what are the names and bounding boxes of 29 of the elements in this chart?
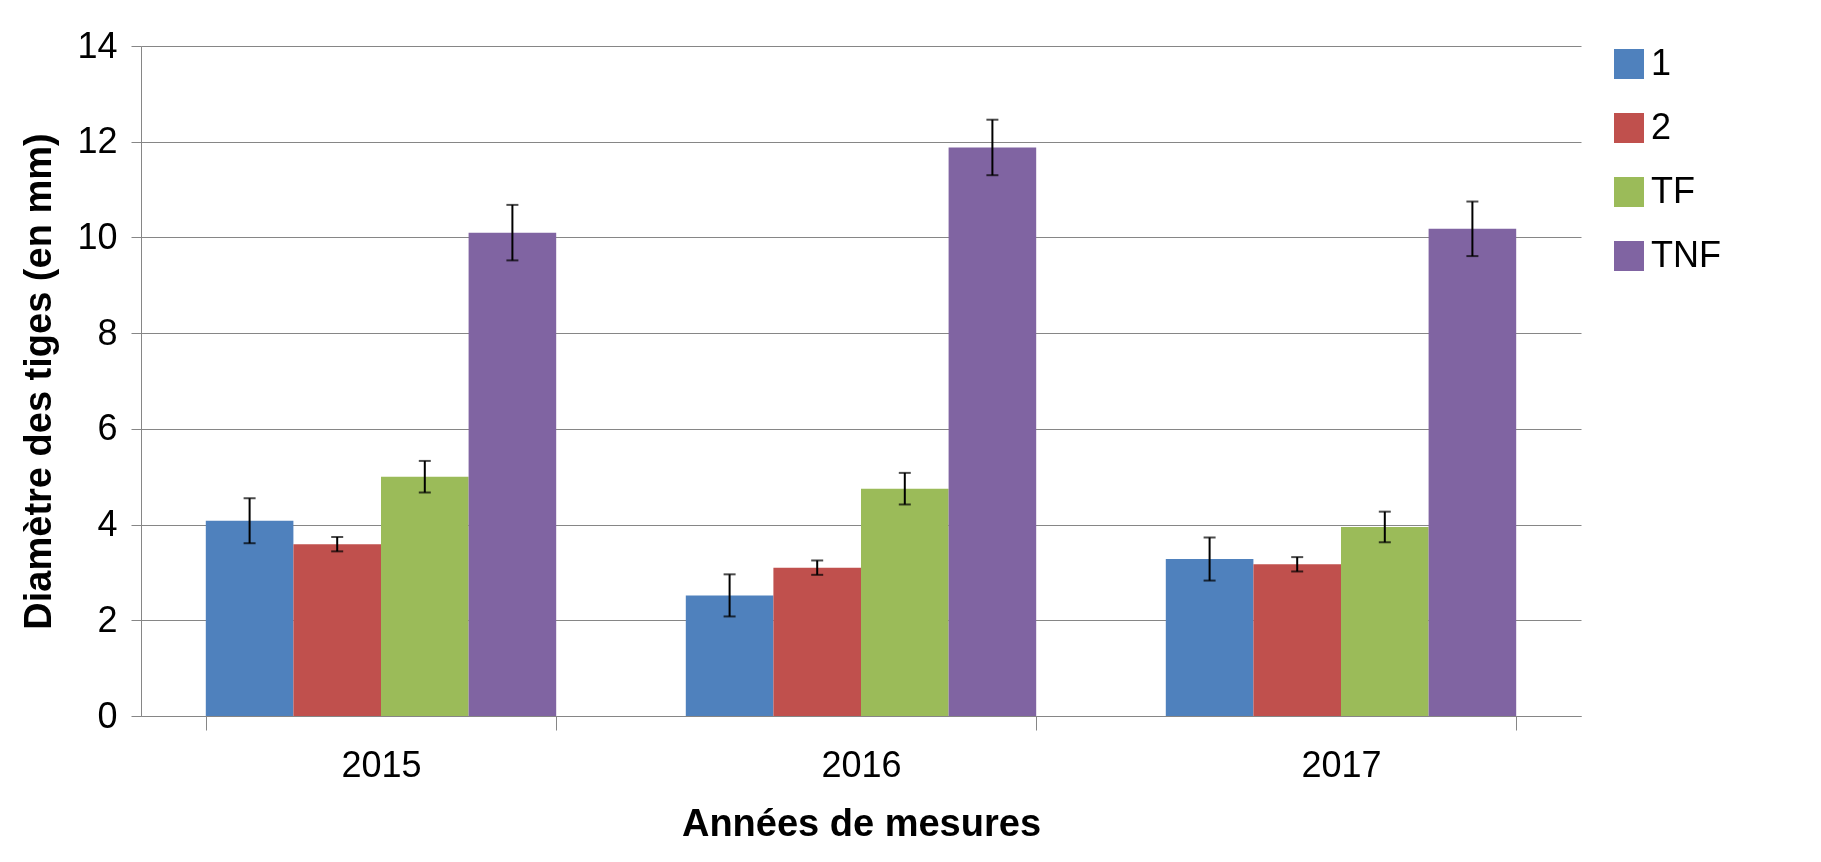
bar bbox=[205, 520, 294, 716]
bar bbox=[685, 595, 774, 716]
y-tick-label: 8 bbox=[97, 311, 118, 353]
legend-label: 1 bbox=[1651, 42, 1672, 83]
bar bbox=[293, 544, 381, 716]
x-axis-title: Années de mesures bbox=[681, 801, 1042, 844]
y-tick-label: 14 bbox=[77, 24, 118, 66]
bar bbox=[381, 476, 469, 716]
bar bbox=[1428, 228, 1517, 716]
bar bbox=[1253, 564, 1341, 716]
bar bbox=[773, 567, 861, 716]
legend-label: TNF bbox=[1651, 234, 1721, 275]
y-axis-title: Diamètre des tiges (en mm) bbox=[17, 133, 60, 630]
legend-label: TF bbox=[1651, 170, 1695, 211]
y-tick-label: 12 bbox=[77, 120, 118, 162]
bar bbox=[1165, 559, 1254, 716]
bar bbox=[468, 232, 557, 716]
x-tick-label: 2015 bbox=[341, 743, 422, 785]
bar bbox=[861, 488, 949, 716]
x-tick-label: 2017 bbox=[1301, 743, 1382, 785]
y-tick-label: 2 bbox=[97, 598, 118, 640]
bar bbox=[948, 147, 1037, 716]
x-tick-label: 2016 bbox=[821, 743, 902, 785]
y-tick-label: 10 bbox=[77, 215, 118, 257]
bar bbox=[1341, 526, 1429, 716]
legend-label: 2 bbox=[1651, 106, 1672, 147]
y-tick-label: 0 bbox=[97, 694, 118, 736]
y-tick-label: 4 bbox=[97, 503, 118, 545]
y-tick-label: 6 bbox=[97, 407, 118, 449]
